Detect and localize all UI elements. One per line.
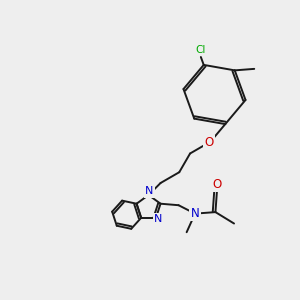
Text: N: N (145, 186, 154, 197)
Text: O: O (204, 136, 213, 149)
Text: N: N (154, 214, 163, 224)
Text: N: N (191, 207, 200, 220)
Text: Cl: Cl (196, 45, 206, 56)
Text: O: O (212, 178, 222, 191)
